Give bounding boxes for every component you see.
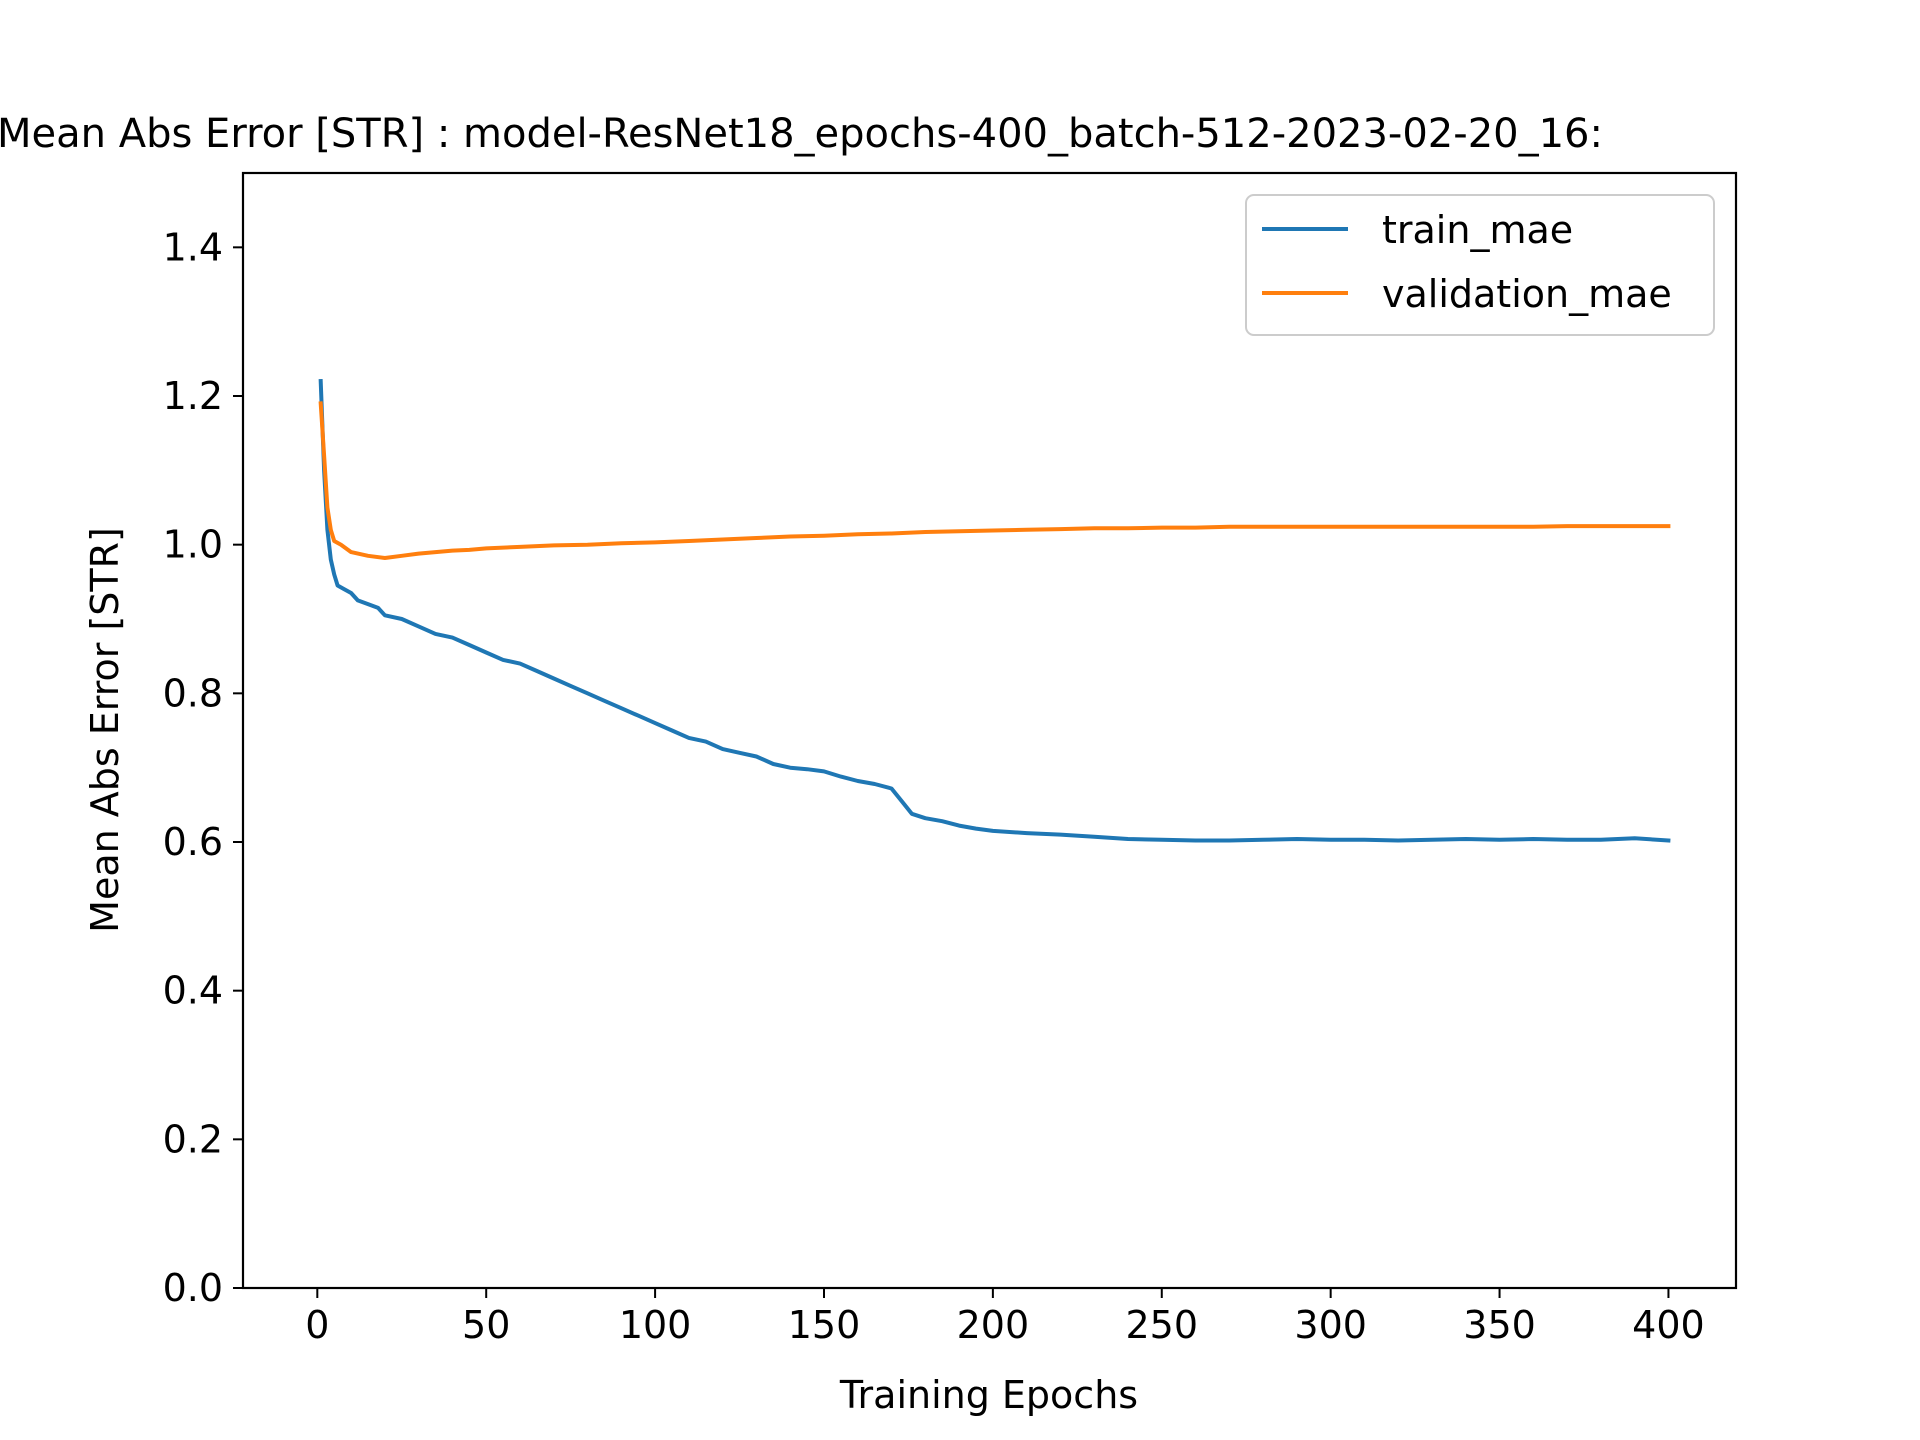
y-tick-label: 0.6 (163, 820, 223, 864)
x-tick-label: 200 (957, 1303, 1030, 1347)
y-axis: 0.0 0.2 0.4 0.6 0.8 1.0 1.2 1.4 (163, 225, 243, 1310)
series-layer (318, 379, 1671, 843)
x-tick-label: 400 (1632, 1303, 1705, 1347)
y-tick-label: 1.0 (163, 523, 223, 567)
x-axis-label: Training Epochs (839, 1373, 1138, 1417)
y-tick-label: 0.4 (163, 969, 223, 1013)
x-tick-label: 0 (305, 1303, 329, 1347)
x-tick-label: 300 (1294, 1303, 1367, 1347)
y-tick-label: 1.2 (163, 374, 223, 418)
plot-frame (241, 171, 1738, 1290)
chart-title: Mean Abs Error [STR] : model-ResNet18_ep… (0, 111, 1603, 157)
legend-box (1245, 194, 1715, 336)
legend-label-validation-mae: validation_mae (1382, 272, 1672, 316)
y-tick-label: 1.4 (163, 225, 223, 269)
x-tick-label: 350 (1463, 1303, 1536, 1347)
x-tick-label: 150 (788, 1303, 861, 1347)
y-axis-label: Mean Abs Error [STR] (83, 527, 127, 933)
x-tick-label: 50 (462, 1303, 510, 1347)
y-tick-label: 0.2 (163, 1117, 223, 1161)
x-tick-label: 100 (619, 1303, 692, 1347)
series-line-validation-mae (318, 401, 1671, 560)
legend: train_mae validation_mae (1245, 194, 1715, 336)
series-line-train-mae (318, 379, 1671, 843)
legend-label-train-mae: train_mae (1382, 208, 1573, 252)
y-tick-label: 0.0 (163, 1266, 223, 1310)
y-tick-label: 0.8 (163, 671, 223, 715)
x-axis: 0 50 100 150 200 250 300 350 400 (305, 1288, 1705, 1347)
x-tick-label: 250 (1126, 1303, 1199, 1347)
